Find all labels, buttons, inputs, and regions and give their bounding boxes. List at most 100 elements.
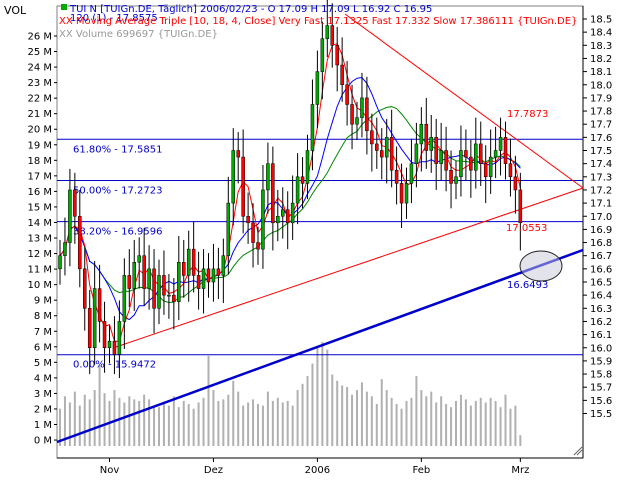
volume-bar bbox=[123, 402, 126, 446]
candle-body bbox=[256, 242, 260, 250]
volume-bar bbox=[63, 396, 66, 446]
volume-bar bbox=[405, 400, 408, 446]
candle-body bbox=[439, 150, 443, 164]
candle-body bbox=[345, 84, 349, 105]
candle-body bbox=[241, 156, 245, 217]
volume-bar bbox=[182, 400, 185, 446]
volume-bar bbox=[425, 396, 428, 446]
candle-body bbox=[518, 189, 523, 224]
volume-bar bbox=[489, 397, 492, 446]
candle-body bbox=[191, 248, 196, 276]
candle-body bbox=[375, 143, 379, 151]
ma-slow-line bbox=[59, 106, 521, 304]
price-tick-label: 15.8 bbox=[590, 370, 612, 381]
candlesticks bbox=[58, 0, 523, 378]
candle-body bbox=[132, 262, 136, 289]
candle-body bbox=[335, 45, 339, 66]
volume-bar bbox=[78, 405, 81, 446]
volume-tick-label: 13 M bbox=[27, 234, 52, 245]
candle-body bbox=[236, 150, 240, 158]
volume-tick-label: 6 M bbox=[34, 342, 52, 353]
price-tick-label: 16.9 bbox=[590, 225, 612, 236]
price-tick-label: 16.8 bbox=[590, 238, 612, 249]
candle-body bbox=[182, 262, 186, 276]
volume-tick-label: 3 M bbox=[34, 389, 52, 400]
volume-bar bbox=[415, 376, 418, 446]
candle-body bbox=[271, 163, 275, 224]
volume-bar bbox=[509, 408, 512, 446]
volume-bar bbox=[192, 408, 195, 446]
volume-bar bbox=[133, 399, 136, 446]
series-marker-icon bbox=[61, 4, 67, 10]
volume-bar bbox=[252, 399, 255, 446]
candle-body bbox=[83, 268, 87, 309]
volume-tick-label: 19 M bbox=[27, 140, 52, 151]
volume-tick-label: 2 M bbox=[34, 404, 52, 415]
volume-bar bbox=[430, 391, 433, 446]
support-trend-line bbox=[56, 248, 584, 444]
candle-body bbox=[216, 268, 221, 276]
volume-bar bbox=[177, 407, 180, 446]
candle-body bbox=[211, 268, 216, 283]
candle-body bbox=[429, 137, 433, 151]
resize-handle-icon[interactable] bbox=[573, 446, 583, 456]
price-tick-label: 17.3 bbox=[590, 172, 612, 183]
volume-bar bbox=[474, 400, 477, 446]
volume-bar bbox=[400, 408, 403, 446]
volume-tick-label: 7 M bbox=[34, 327, 52, 338]
price-tick-label: 16.4 bbox=[590, 291, 612, 302]
volume-bar bbox=[93, 390, 96, 446]
candle-body bbox=[454, 176, 458, 184]
volume-bar bbox=[202, 397, 205, 446]
candle-body bbox=[162, 275, 166, 296]
time-tick-label: Feb bbox=[412, 465, 430, 476]
volume-bar bbox=[73, 391, 76, 446]
volume-bar bbox=[242, 405, 245, 446]
volume-bar bbox=[469, 405, 472, 446]
volume-bar bbox=[395, 404, 398, 446]
candle-body bbox=[142, 255, 146, 289]
volume-tick-label: 25 M bbox=[27, 47, 52, 58]
candle-body bbox=[73, 189, 77, 217]
candle-body bbox=[285, 209, 290, 224]
volume-bar bbox=[316, 348, 319, 446]
time-axis: Nov Dez 2006 Feb Mrz bbox=[100, 458, 529, 476]
candle-body bbox=[305, 150, 310, 184]
volume-tick-label: 20 M bbox=[27, 125, 52, 136]
volume-bar bbox=[385, 390, 388, 446]
volume-bar bbox=[83, 394, 86, 446]
candle-body bbox=[469, 156, 473, 171]
price-tick-label: 17.2 bbox=[590, 185, 612, 196]
candle-body bbox=[404, 183, 409, 204]
volume-bar bbox=[450, 407, 453, 446]
volume-bar bbox=[514, 405, 517, 446]
volume-bar bbox=[326, 349, 329, 446]
volume-bar bbox=[440, 396, 443, 446]
candle-body bbox=[370, 130, 374, 145]
price-tick-label: 15.7 bbox=[590, 383, 612, 394]
plot-area[interactable] bbox=[56, 5, 584, 459]
volume-bar bbox=[98, 365, 101, 446]
volume-bar bbox=[281, 402, 284, 446]
candle-body bbox=[177, 262, 181, 302]
price-tick-label: 15.9 bbox=[590, 356, 612, 367]
volume-tick-label: 17 M bbox=[27, 171, 52, 182]
candle-body bbox=[107, 340, 112, 348]
candle-body bbox=[409, 163, 414, 184]
candle-body bbox=[231, 150, 235, 204]
volume-bar bbox=[222, 399, 225, 446]
candle-body bbox=[226, 202, 231, 256]
volume-axis: 26 M 25 M 24 M 23 M 22 M 21 M 20 M 19 M 18 M 17 M… bbox=[27, 32, 57, 447]
volume-bar bbox=[455, 400, 457, 446]
fib-level-label: 38.20% - 16.9596 bbox=[73, 227, 162, 238]
candle-body bbox=[87, 308, 92, 348]
price-tick-label: 17.1 bbox=[590, 199, 612, 210]
volume-tick-label: 15 M bbox=[27, 202, 52, 213]
candle-body bbox=[246, 216, 250, 224]
highlight-ellipse bbox=[519, 250, 563, 282]
volume-bar bbox=[296, 390, 299, 446]
price-tick-label: 17.5 bbox=[590, 146, 612, 157]
price-tick-label: 16.3 bbox=[590, 304, 612, 315]
volume-bar bbox=[519, 435, 522, 446]
price-tick-label: 16.7 bbox=[590, 251, 612, 262]
